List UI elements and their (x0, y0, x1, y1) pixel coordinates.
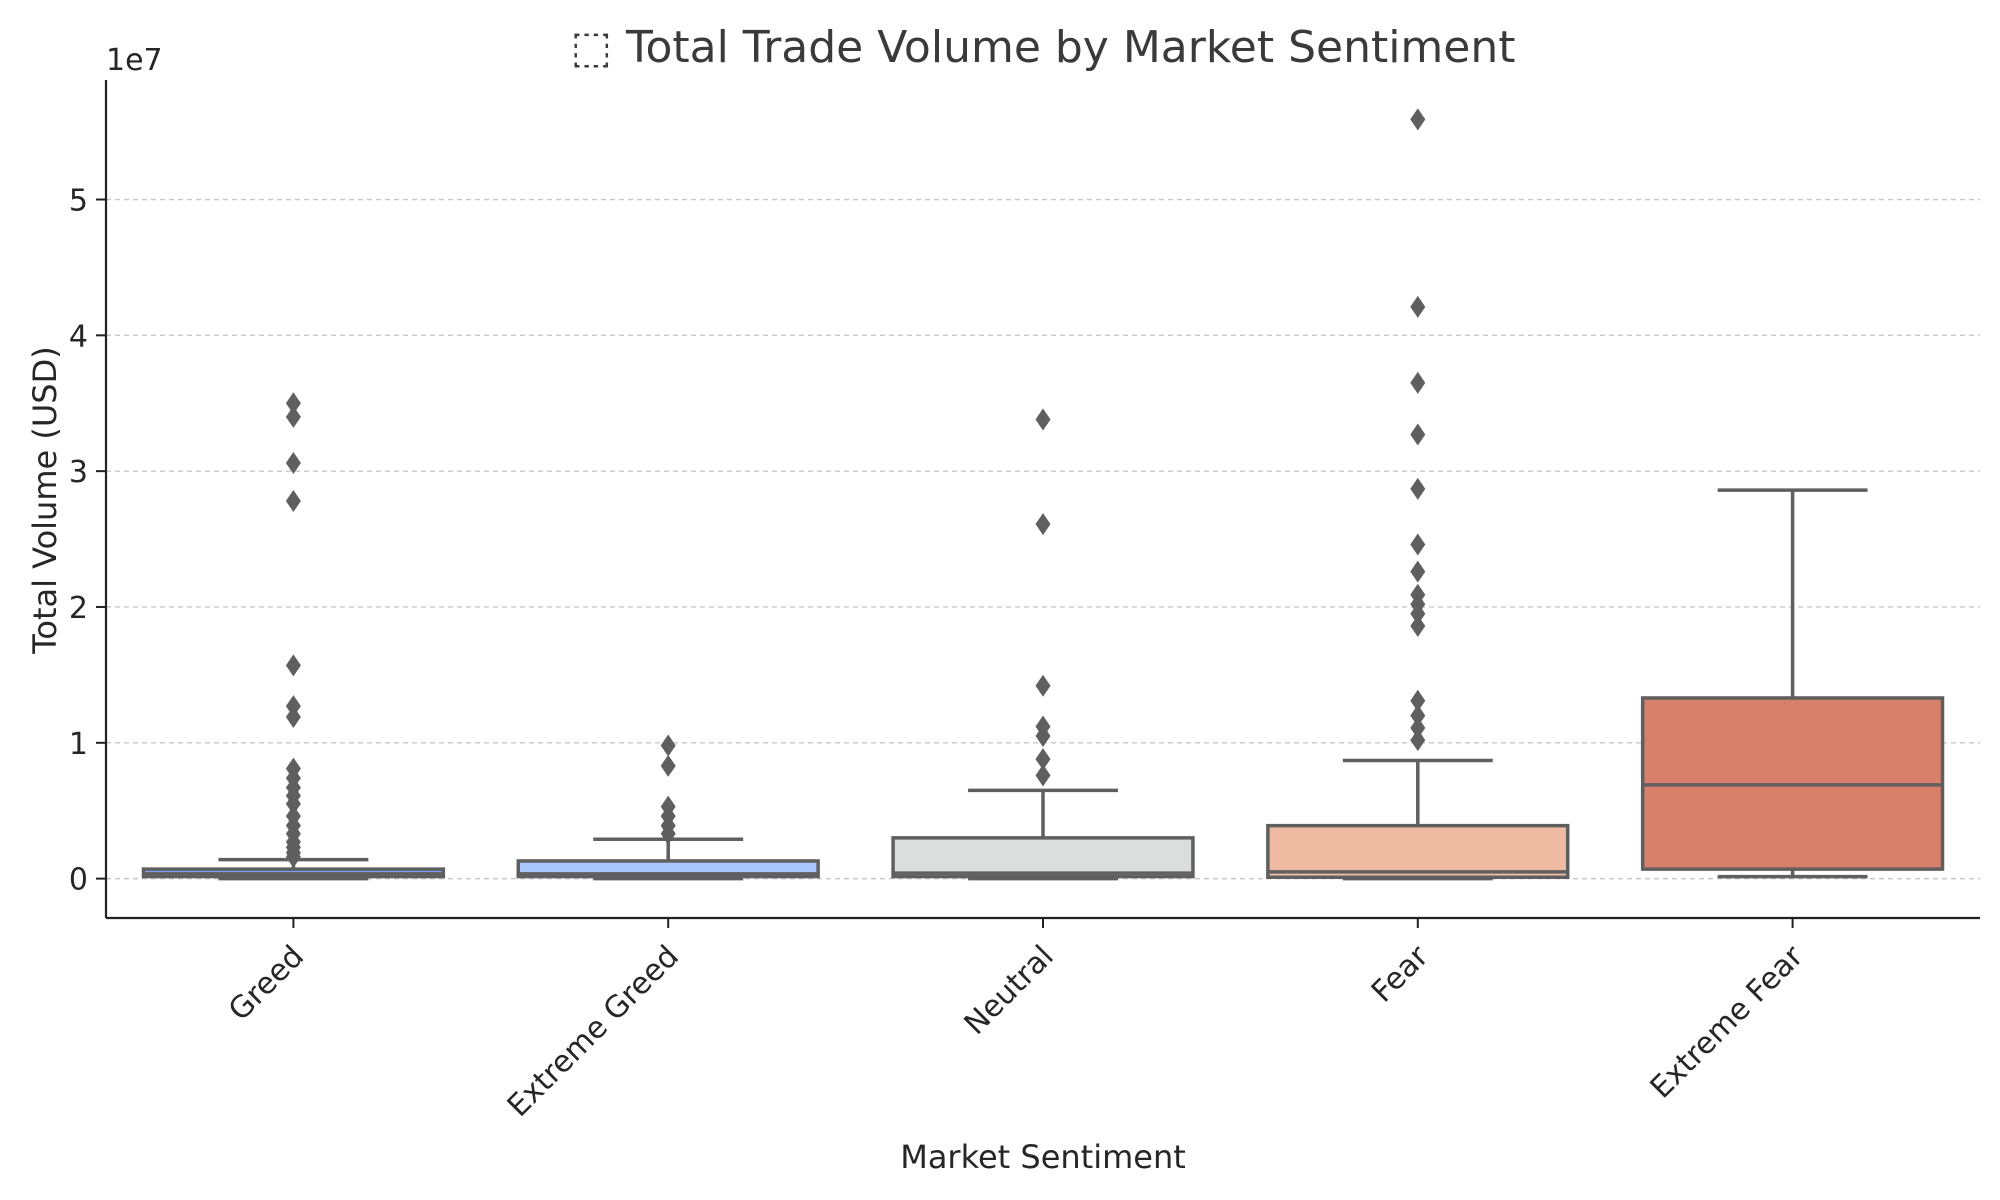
outlier-point (1410, 560, 1426, 583)
iqr-box (891, 836, 1195, 879)
outlier-point (285, 490, 301, 513)
outlier-point (1410, 689, 1426, 712)
outlier-point (1035, 748, 1051, 771)
box-group (1266, 108, 1570, 881)
outlier-point (285, 392, 301, 415)
y-tick-label: 5 (69, 184, 88, 219)
outlier-point (285, 705, 301, 728)
outlier-point (285, 792, 301, 815)
y-tick-label: 2 (69, 591, 88, 626)
outlier-point (1035, 674, 1051, 697)
outlier-point (1410, 533, 1426, 556)
y-axis-offset-label: 1e7 (106, 43, 163, 78)
outlier-point (1410, 602, 1426, 625)
box-group (891, 408, 1195, 881)
box-group (1640, 488, 1945, 879)
outlier-point (1410, 423, 1426, 446)
outlier-point (285, 452, 301, 475)
x-tick-label: Extreme Fear (1644, 938, 1811, 1105)
box-group (141, 392, 446, 881)
outlier-point (660, 822, 676, 845)
outlier-point (1035, 725, 1051, 748)
chart-title: ⬚ Total Trade Volume by Market Sentiment (570, 22, 1515, 73)
outlier-point (1410, 108, 1426, 131)
x-tick-label: Greed (222, 939, 311, 1028)
outlier-point (1410, 371, 1426, 394)
y-tick-label: 4 (69, 319, 88, 354)
outlier-point (285, 405, 301, 428)
outlier-point (1410, 614, 1426, 637)
box-group (516, 734, 820, 881)
outlier-point (1410, 729, 1426, 752)
outlier-point (1410, 716, 1426, 739)
y-tick-label: 3 (69, 455, 88, 490)
x-axis-label: Market Sentiment (900, 1138, 1186, 1176)
outlier-point (1035, 513, 1051, 536)
outlier-point (1410, 295, 1426, 318)
outlier-point (1035, 764, 1051, 787)
outlier-point (660, 734, 676, 757)
y-axis-label: Total Volume (USD) (26, 346, 64, 654)
axes: 0 1 2 3 4 5 Greed Extreme Greed Neutral Fear Extre… (69, 80, 1980, 1124)
outlier-point (1410, 477, 1426, 500)
outlier-point (285, 654, 301, 677)
x-tick-label: Fear (1365, 938, 1436, 1009)
x-tick-label: Neutral (958, 939, 1061, 1042)
box-plot-series (141, 108, 1945, 881)
outlier-point (1035, 408, 1051, 431)
outlier-point (660, 754, 676, 777)
outlier-point (1410, 704, 1426, 727)
iqr-box (1266, 823, 1570, 880)
y-tick-label: 0 (69, 863, 88, 898)
x-tick-label: Extreme Greed (501, 939, 686, 1124)
y-tick-label: 1 (69, 727, 88, 762)
outlier-point (285, 845, 301, 868)
